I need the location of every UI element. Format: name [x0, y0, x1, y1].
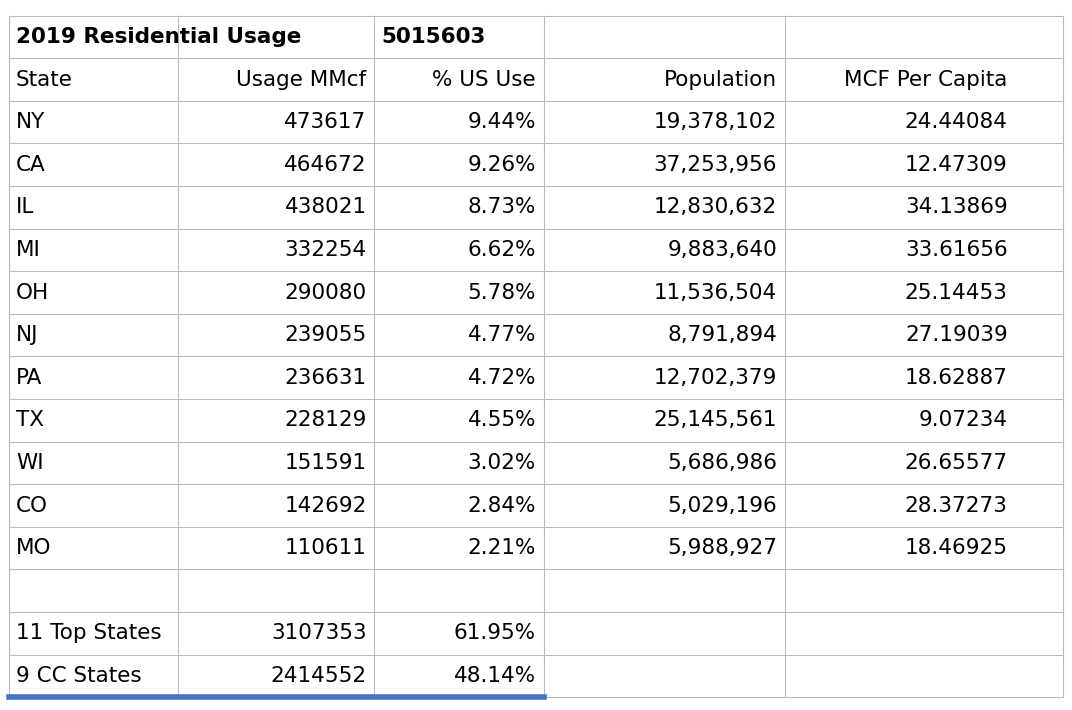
Text: State: State	[16, 70, 73, 89]
Text: 438021: 438021	[284, 197, 367, 217]
Text: 464672: 464672	[284, 155, 367, 175]
Text: 9 CC States: 9 CC States	[16, 666, 142, 686]
Text: 4.77%: 4.77%	[467, 325, 536, 345]
Text: 61.95%: 61.95%	[453, 623, 536, 643]
Text: MO: MO	[16, 538, 51, 558]
Text: 24.44084: 24.44084	[905, 112, 1008, 132]
Text: WI: WI	[16, 453, 44, 473]
Text: 332254: 332254	[284, 240, 367, 260]
Text: 228129: 228129	[284, 410, 367, 430]
Text: 9.07234: 9.07234	[919, 410, 1008, 430]
Text: 5.78%: 5.78%	[467, 283, 536, 302]
Text: % US Use: % US Use	[432, 70, 536, 89]
Text: 5,988,927: 5,988,927	[667, 538, 777, 558]
Text: 236631: 236631	[284, 368, 367, 388]
Text: 27.19039: 27.19039	[905, 325, 1008, 345]
Text: 151591: 151591	[284, 453, 367, 473]
Text: NJ: NJ	[16, 325, 39, 345]
Text: 3107353: 3107353	[271, 623, 367, 643]
Text: 37,253,956: 37,253,956	[654, 155, 777, 175]
Text: 4.55%: 4.55%	[467, 410, 536, 430]
Text: 142692: 142692	[284, 496, 367, 515]
Text: MCF Per Capita: MCF Per Capita	[845, 70, 1008, 89]
Text: 2414552: 2414552	[270, 666, 367, 686]
Text: 12,830,632: 12,830,632	[654, 197, 777, 217]
Text: 11,536,504: 11,536,504	[654, 283, 777, 302]
Text: NY: NY	[16, 112, 45, 132]
Text: TX: TX	[16, 410, 44, 430]
Text: CA: CA	[16, 155, 46, 175]
Text: 12.47309: 12.47309	[905, 155, 1008, 175]
Text: 2.21%: 2.21%	[467, 538, 536, 558]
Text: 18.46925: 18.46925	[905, 538, 1008, 558]
Text: MI: MI	[16, 240, 41, 260]
Text: 5,029,196: 5,029,196	[668, 496, 777, 515]
Text: 28.37273: 28.37273	[905, 496, 1008, 515]
Text: 12,702,379: 12,702,379	[654, 368, 777, 388]
Text: Population: Population	[664, 70, 777, 89]
Text: CO: CO	[16, 496, 48, 515]
Text: 19,378,102: 19,378,102	[654, 112, 777, 132]
Text: 6.62%: 6.62%	[467, 240, 536, 260]
Text: 473617: 473617	[284, 112, 367, 132]
Text: 25,145,561: 25,145,561	[654, 410, 777, 430]
Text: 9,883,640: 9,883,640	[668, 240, 777, 260]
Text: 18.62887: 18.62887	[905, 368, 1008, 388]
Text: 3.02%: 3.02%	[467, 453, 536, 473]
Text: 25.14453: 25.14453	[905, 283, 1008, 302]
Text: IL: IL	[16, 197, 34, 217]
Text: OH: OH	[16, 283, 49, 302]
Text: 11 Top States: 11 Top States	[16, 623, 162, 643]
Text: 33.61656: 33.61656	[905, 240, 1008, 260]
Text: PA: PA	[16, 368, 43, 388]
Text: 8.73%: 8.73%	[467, 197, 536, 217]
Text: 8,791,894: 8,791,894	[668, 325, 777, 345]
Text: 290080: 290080	[284, 283, 367, 302]
Text: 2019 Residential Usage: 2019 Residential Usage	[16, 27, 301, 47]
Text: 5,686,986: 5,686,986	[667, 453, 777, 473]
Text: 48.14%: 48.14%	[453, 666, 536, 686]
Text: Usage MMcf: Usage MMcf	[237, 70, 367, 89]
Text: 34.13869: 34.13869	[905, 197, 1008, 217]
Text: 2.84%: 2.84%	[467, 496, 536, 515]
Text: 4.72%: 4.72%	[467, 368, 536, 388]
Text: 9.44%: 9.44%	[467, 112, 536, 132]
Text: 5015603: 5015603	[382, 27, 486, 47]
Text: 239055: 239055	[284, 325, 367, 345]
Text: 110611: 110611	[285, 538, 367, 558]
Text: 26.65577: 26.65577	[905, 453, 1008, 473]
Text: 9.26%: 9.26%	[467, 155, 536, 175]
